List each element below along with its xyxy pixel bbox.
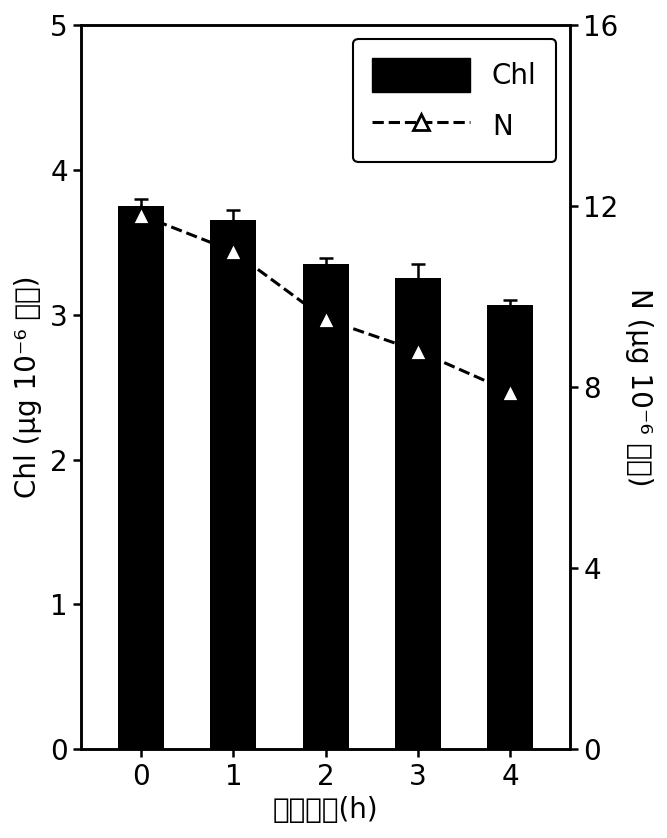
Bar xyxy=(210,220,256,749)
Bar xyxy=(487,304,533,749)
Bar xyxy=(395,278,441,749)
Y-axis label: N (μg 10⁻⁶ 细胞): N (μg 10⁻⁶ 细胞) xyxy=(625,288,653,486)
X-axis label: 胁迫时间(h): 胁迫时间(h) xyxy=(273,796,378,824)
Bar xyxy=(303,264,349,749)
Y-axis label: Chl (μg 10⁻⁶ 细胞): Chl (μg 10⁻⁶ 细胞) xyxy=(14,276,42,499)
Legend: Chl, N: Chl, N xyxy=(353,39,556,162)
Bar xyxy=(118,206,164,749)
